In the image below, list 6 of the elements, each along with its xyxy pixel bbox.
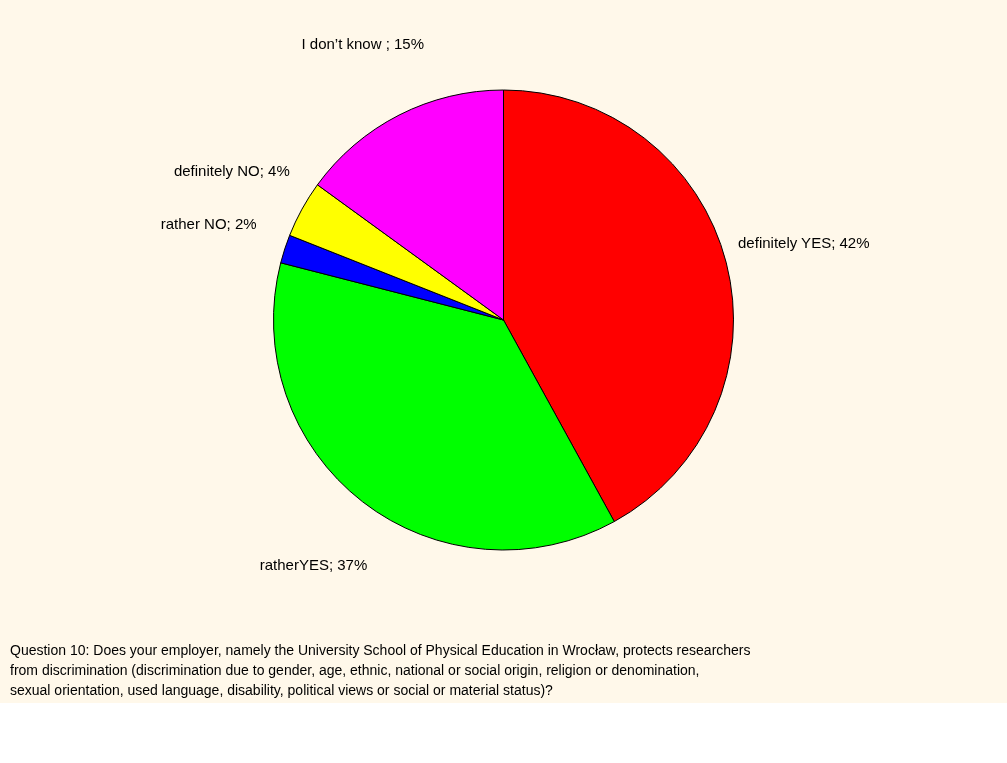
text: Question 10: Does your employer, namely the University School of Physical Education in Wrocław, protects researchers from discrimination (discrimination due to gender, age, ethnic, national or social origin, religion or denomination, sexual orientation, used language, disability, political views or social or material status)? <box>10 642 751 698</box>
slice-label: rather NO; 2% <box>160 215 257 233</box>
slice-label: I don’t know ; 15% <box>301 34 425 52</box>
slice-label: definitely NO; 4% <box>173 161 290 179</box>
slice-label: definitely YES; 42% <box>738 233 870 251</box>
slice-label: ratherYES; 37% <box>259 555 368 573</box>
